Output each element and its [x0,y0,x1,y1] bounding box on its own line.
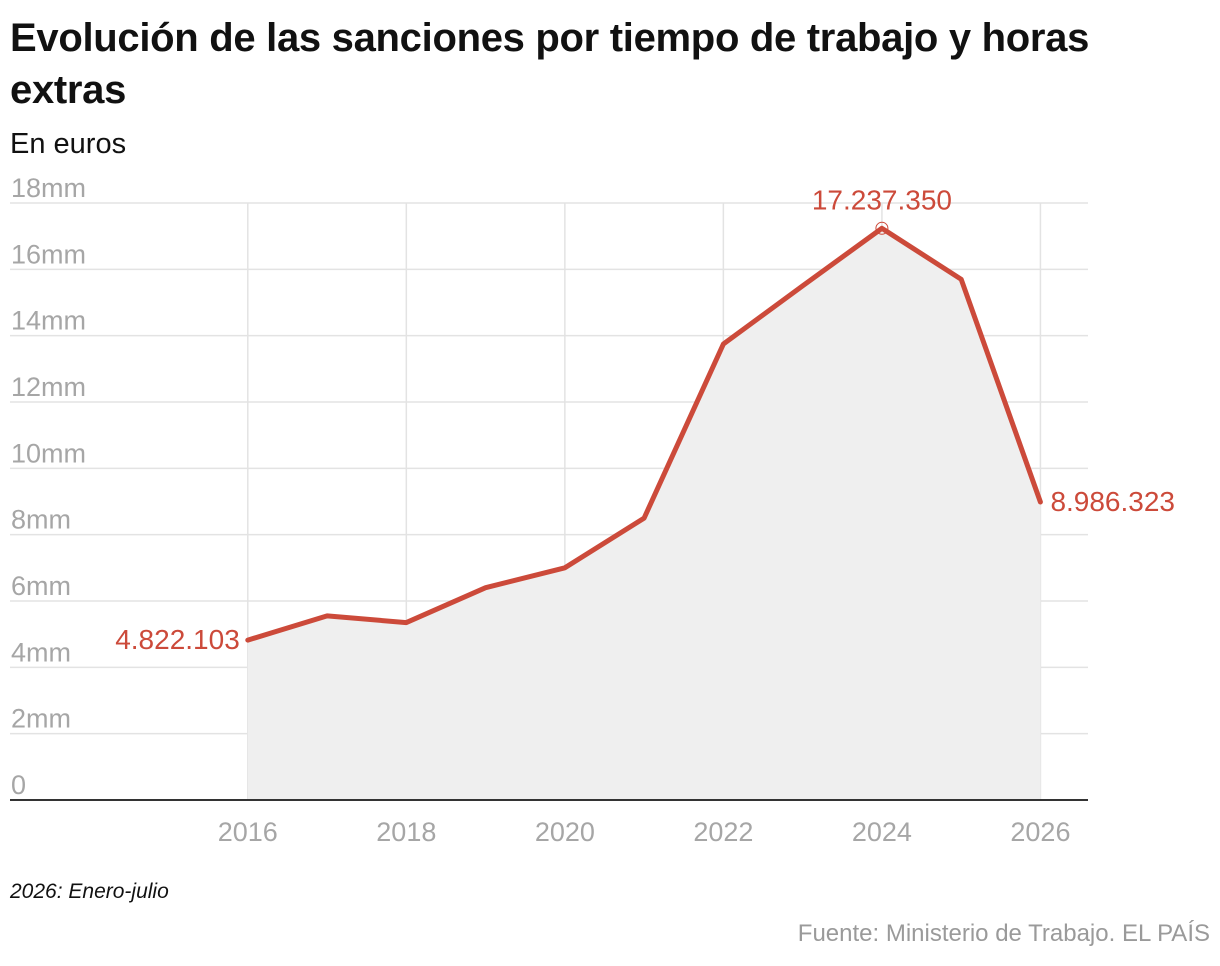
y-tick-label: 10mm [11,438,86,468]
area-layer [247,228,1041,801]
x-tick-label: 2020 [535,817,595,847]
chart-subtitle: En euros [10,128,127,160]
y-tick-label: 14mm [11,306,86,336]
y-tick-label: 12mm [11,372,86,402]
y-tick-label: 6mm [11,571,71,601]
y-tick-label: 16mm [11,239,86,269]
x-tick-label: 2016 [218,817,278,847]
footnote: 2026: Enero-julio [10,880,169,903]
x-tick-label: 2024 [852,817,912,847]
x-tick-label: 2018 [376,817,436,847]
x-tick-label: 2026 [1010,817,1070,847]
label-layer: 0 2mm 4mm 6mm 8mm 10mm 12mm 14mm 16mm 18mm 2016 201… [11,173,1175,847]
chart-plot: 0 2mm 4mm 6mm 8mm 10mm 12mm 14mm 16mm 18mm 2016 201… [10,173,1175,847]
y-tick-label: 18mm [11,173,86,203]
data-label: 8.986.323 [1050,486,1175,517]
y-tick-label: 0 [11,770,26,800]
data-label: 17.237.350 [812,184,952,215]
data-label: 4.822.103 [115,624,240,655]
y-tick-label: 2mm [11,704,71,734]
peak-marker [875,221,889,235]
y-tick-label: 8mm [11,505,71,535]
y-tick-label: 4mm [11,637,71,667]
chart-title: Evolución de las sanciones por tiempo de… [10,16,1090,112]
line-layer [245,225,1043,643]
x-tick-label: 2022 [693,817,753,847]
area-fill [247,228,1041,801]
source-credit: Fuente: Ministerio de Trabajo. EL PAÍS [797,920,1210,947]
